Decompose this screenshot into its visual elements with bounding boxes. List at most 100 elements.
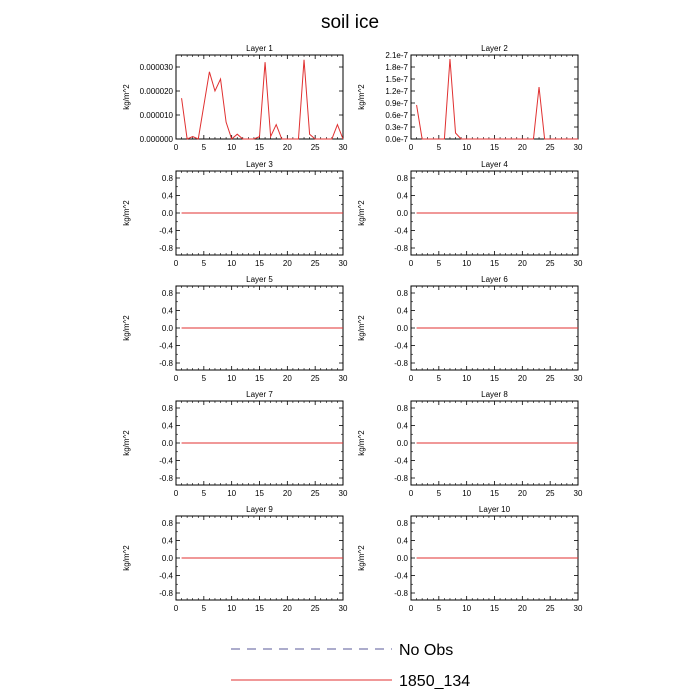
x-tick-label: 25 xyxy=(311,143,320,152)
y-tick-label: 0.8 xyxy=(162,289,174,298)
x-tick-label: 20 xyxy=(283,604,292,613)
y-tick-label: 0.4 xyxy=(162,192,174,201)
y-tick-label: -0.4 xyxy=(394,342,408,351)
x-tick-label: 0 xyxy=(409,489,414,498)
y-tick-label: 0.000020 xyxy=(140,87,174,96)
x-tick-label: 15 xyxy=(490,259,499,268)
series-line-1850-134 xyxy=(181,59,344,140)
y-tick-label: 0.8 xyxy=(162,404,174,413)
x-tick-label: 30 xyxy=(574,489,583,498)
y-tick-label: 0.8 xyxy=(162,519,174,528)
panel-layer-4: Layer 4 0 5 10 15 20 25 30 -0.8 -0.4 0.0 0.4 0.8 kg/m… xyxy=(357,160,583,268)
y-tick-label: 0.4 xyxy=(162,422,174,431)
x-tick-label: 5 xyxy=(202,374,207,383)
x-tick-label: 20 xyxy=(283,489,292,498)
legend-label-1850-134: 1850_134 xyxy=(399,673,470,690)
x-tick-label: 20 xyxy=(518,143,527,152)
x-tick-label: 0 xyxy=(174,259,179,268)
x-tick-label: 30 xyxy=(339,604,348,613)
panel-title: Layer 5 xyxy=(246,275,273,284)
y-tick-label: -0.8 xyxy=(394,474,408,483)
y-tick-label: -0.4 xyxy=(159,342,173,351)
y-tick-label: 1.5e-7 xyxy=(385,75,408,84)
y-tick-label: 0.0 xyxy=(162,324,174,333)
panel-title: Layer 4 xyxy=(481,160,508,169)
x-tick-label: 5 xyxy=(437,374,442,383)
x-tick-label: 15 xyxy=(255,374,264,383)
x-tick-label: 15 xyxy=(255,143,264,152)
x-tick-label: 0 xyxy=(409,143,414,152)
y-axis-label: kg/m^2 xyxy=(122,315,131,341)
plot-frame xyxy=(175,54,344,140)
y-axis-label: kg/m^2 xyxy=(122,200,131,226)
y-tick-label: 0.0e-7 xyxy=(385,135,408,144)
plot-frame xyxy=(410,54,579,140)
y-tick-label: 0.8 xyxy=(397,404,409,413)
x-tick-label: 25 xyxy=(311,604,320,613)
y-tick-label: -0.8 xyxy=(159,244,173,253)
x-tick-label: 10 xyxy=(462,143,471,152)
panel-title: Layer 1 xyxy=(246,44,273,53)
panel-title: Layer 3 xyxy=(246,160,273,169)
y-tick-label: 1.2e-7 xyxy=(385,87,408,96)
x-tick-label: 15 xyxy=(490,489,499,498)
x-tick-label: 20 xyxy=(518,259,527,268)
x-tick-label: 20 xyxy=(283,259,292,268)
y-tick-label: 0.4 xyxy=(397,307,409,316)
y-tick-label: -0.4 xyxy=(394,457,408,466)
panel-layer-10: Layer 10 0 5 10 15 20 25 30 -0.8 -0.4 0.0 0.4 0.8 kg/… xyxy=(357,505,583,613)
y-axis-label: kg/m^2 xyxy=(357,545,366,571)
legend: No Obs 1850_134 xyxy=(231,642,470,690)
y-tick-label: 0.0 xyxy=(162,554,174,563)
x-tick-label: 5 xyxy=(437,604,442,613)
x-tick-label: 20 xyxy=(518,374,527,383)
x-tick-label: 5 xyxy=(437,489,442,498)
panel-grid: Layer 10 5 10 15 20 25 300.0000000.0000100.000… xyxy=(122,44,583,613)
x-tick-label: 25 xyxy=(546,374,555,383)
x-tick-label: 15 xyxy=(490,374,499,383)
y-tick-label: 2.1e-7 xyxy=(385,51,408,60)
y-axis-label: kg/m^2 xyxy=(357,430,366,456)
y-tick-label: 0.0 xyxy=(397,554,409,563)
x-tick-label: 25 xyxy=(311,489,320,498)
x-tick-label: 30 xyxy=(574,259,583,268)
panel-layer-8: Layer 8 0 5 10 15 20 25 30 -0.8 -0.4 0.0 0.4 0.8 kg/m… xyxy=(357,390,583,498)
y-axis-label: kg/m^2 xyxy=(357,315,366,341)
x-tick-label: 25 xyxy=(546,604,555,613)
x-tick-label: 10 xyxy=(227,489,236,498)
y-tick-label: 0.0 xyxy=(397,209,409,218)
y-tick-label: 0.0 xyxy=(162,439,174,448)
y-tick-label: -0.8 xyxy=(394,359,408,368)
y-tick-label: 0.8 xyxy=(397,289,409,298)
x-tick-label: 15 xyxy=(255,489,264,498)
panel-title: Layer 2 xyxy=(481,44,508,53)
x-tick-label: 25 xyxy=(311,374,320,383)
y-tick-label: 0.6e-7 xyxy=(385,111,408,120)
y-tick-label: 0.8 xyxy=(397,519,409,528)
x-tick-label: 5 xyxy=(202,143,207,152)
legend-label-no-obs: No Obs xyxy=(399,642,453,659)
x-tick-label: 15 xyxy=(255,259,264,268)
x-tick-label: 30 xyxy=(574,374,583,383)
x-tick-label: 0 xyxy=(174,604,179,613)
x-tick-label: 10 xyxy=(227,604,236,613)
y-tick-label: -0.8 xyxy=(394,244,408,253)
y-tick-label: -0.8 xyxy=(159,589,173,598)
x-tick-label: 0 xyxy=(174,374,179,383)
x-tick-label: 5 xyxy=(202,259,207,268)
x-tick-label: 10 xyxy=(462,604,471,613)
x-tick-label: 15 xyxy=(490,604,499,613)
y-tick-label: 0.0 xyxy=(397,439,409,448)
x-tick-label: 30 xyxy=(574,604,583,613)
x-tick-label: 5 xyxy=(437,259,442,268)
x-tick-label: 0 xyxy=(409,604,414,613)
y-tick-label: -0.8 xyxy=(159,359,173,368)
y-axis-label: kg/m^2 xyxy=(122,545,131,571)
x-tick-label: 10 xyxy=(462,374,471,383)
y-axis-label: kg/m^2 xyxy=(122,430,131,456)
x-tick-label: 25 xyxy=(546,143,555,152)
x-tick-label: 20 xyxy=(283,143,292,152)
y-tick-label: 1.8e-7 xyxy=(385,63,408,72)
y-tick-label: 0.4 xyxy=(397,192,409,201)
